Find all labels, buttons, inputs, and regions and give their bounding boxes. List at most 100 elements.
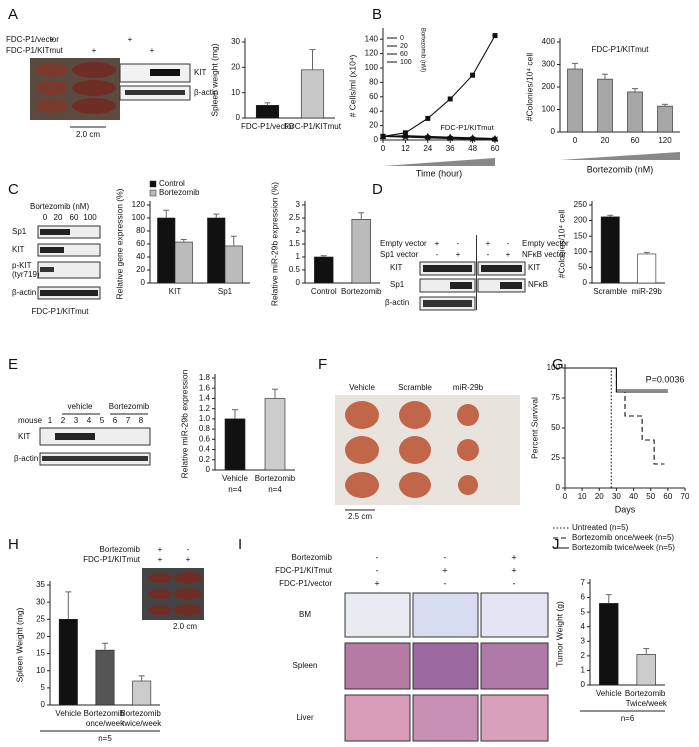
bar xyxy=(637,253,657,284)
x-tick-label: Vehicle xyxy=(55,709,81,718)
spleen xyxy=(174,572,202,584)
figure-label: FDC-P1/vector xyxy=(279,579,332,588)
x-tick-label: FDC-P1/vector xyxy=(241,122,294,131)
x-tick-label: 60 xyxy=(631,136,640,145)
figure-label: 2.0 cm xyxy=(76,130,100,139)
bar xyxy=(224,418,246,471)
y-tick-label: 5 xyxy=(581,607,586,616)
bar xyxy=(599,603,619,686)
y-axis-label: Percent Survival xyxy=(529,397,539,459)
x-tick-label: Bortezomib once/week xyxy=(84,709,127,728)
figure-label: NFκB xyxy=(528,280,548,289)
x-tick-label: Vehicle xyxy=(596,689,622,698)
figure-label: + xyxy=(92,46,97,55)
band xyxy=(423,265,472,272)
y-tick-label: 1.0 xyxy=(199,414,211,423)
bar xyxy=(600,216,620,284)
y-tick-label: 0.6 xyxy=(199,434,211,443)
spleen xyxy=(36,81,68,95)
y-tick-label: 200 xyxy=(574,216,588,225)
y-tick-label: 2 xyxy=(296,226,301,235)
x-tick-label: 60 xyxy=(491,144,500,153)
x-tick-label: 24 xyxy=(423,144,432,153)
x-tick-label: 60 xyxy=(663,492,672,501)
lane-label: 4 xyxy=(87,416,92,425)
band xyxy=(40,229,70,235)
y-axis-label: Relative gene expression (%) xyxy=(114,188,124,299)
y-tick-label: 150 xyxy=(574,231,588,240)
figure-label: - xyxy=(436,250,439,259)
bar xyxy=(132,680,152,706)
x-tick-label: Bortezomib Twice/week xyxy=(625,689,668,708)
bar xyxy=(657,105,673,133)
legend-label: 100 xyxy=(400,59,412,66)
y-tick-label: 0.8 xyxy=(199,424,211,433)
y-axis-label: Spleen Weight (mg) xyxy=(14,607,24,682)
y-axis-label: # Cells/ml (x10⁴) xyxy=(347,54,357,117)
figure-label: Bortezomib xyxy=(109,402,150,411)
figure-label: vehicle xyxy=(68,402,93,411)
x-tick-label: 40 xyxy=(629,492,638,501)
note: n=6 xyxy=(621,714,635,723)
y-tick-label: 3 xyxy=(296,200,301,209)
bar xyxy=(174,241,193,284)
y-tick-label: 50 xyxy=(551,423,560,432)
y-tick-label: 100 xyxy=(132,213,146,222)
y-tick-label: 20 xyxy=(136,265,145,274)
figure-label: FDC-P1/vector xyxy=(6,35,59,44)
treatment-sign: + xyxy=(511,565,516,575)
y-tick-label: 0 xyxy=(374,135,379,144)
legend-label: Bortezomib once/week (n=5) xyxy=(572,533,674,542)
y-tick-label: 2 xyxy=(581,651,586,660)
figure-label: p-KIT xyxy=(12,261,32,270)
y-tick-label: 60 xyxy=(369,92,378,101)
panel-label: J xyxy=(552,536,560,553)
spleen xyxy=(72,98,116,114)
x-tick-label: 0 xyxy=(563,492,568,501)
figure-label: 100 xyxy=(83,213,97,222)
y-tick-label: 1.5 xyxy=(289,239,301,248)
y-tick-label: 15 xyxy=(36,649,45,658)
x-tick-label: Bortezomib xyxy=(341,287,382,296)
dose-wedge xyxy=(383,158,495,166)
marker xyxy=(492,136,498,143)
band xyxy=(40,290,98,296)
spleen xyxy=(36,63,68,77)
x-axis-label: Days xyxy=(615,504,636,514)
y-tick-label: 200 xyxy=(542,82,556,91)
legend-label: Bortezomib twice/week (n=5) xyxy=(572,543,675,552)
y-tick-label: 0 xyxy=(556,483,561,492)
legend-title: Bortezomib (nM) xyxy=(419,28,425,72)
y-axis-label: Tumor Weight (g) xyxy=(554,601,564,667)
x-axis-label: Bortezomib (nM) xyxy=(587,164,654,174)
lane-label: 3 xyxy=(74,416,79,425)
y-tick-label: 1 xyxy=(296,252,301,261)
y-tick-label: 0 xyxy=(581,680,586,689)
marker xyxy=(492,33,498,39)
x-tick-label: 12 xyxy=(401,144,410,153)
marker xyxy=(424,134,431,141)
y-axis-label: Spleen weight (mg) xyxy=(209,43,219,116)
marker xyxy=(447,135,454,142)
bar xyxy=(351,219,371,284)
x-tick-label: 70 xyxy=(681,492,690,501)
y-tick-label: 10 xyxy=(36,666,45,675)
bar xyxy=(58,618,78,706)
x-tick-label: Vehicle xyxy=(222,474,248,483)
y-tick-label: 120 xyxy=(132,200,146,209)
treatment-sign: + xyxy=(511,552,516,562)
y-tick-label: 1 xyxy=(581,666,586,675)
x-tick-label: Scramble xyxy=(593,287,627,296)
lane-label: 1 xyxy=(48,416,53,425)
figure-label: Bortezomib (nM) xyxy=(30,202,89,211)
figure-label: Sp1 xyxy=(12,227,27,236)
figure-label: + xyxy=(435,239,440,248)
y-tick-label: 80 xyxy=(369,78,378,87)
figure-label: miR-29b xyxy=(453,383,484,392)
figure-label: Sp1 vector xyxy=(380,250,419,259)
bar xyxy=(597,78,613,133)
figure-label: Bortezomib xyxy=(100,545,141,554)
figure-label: Empty vector xyxy=(522,239,569,248)
y-tick-label: 20 xyxy=(231,62,240,71)
